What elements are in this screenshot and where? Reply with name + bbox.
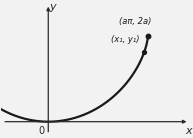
Text: x: x: [185, 126, 192, 136]
Text: (aπ, 2a): (aπ, 2a): [119, 17, 152, 26]
Text: 0: 0: [38, 126, 44, 136]
Text: y: y: [50, 2, 56, 12]
Text: (x₁, y₁): (x₁, y₁): [111, 35, 140, 44]
